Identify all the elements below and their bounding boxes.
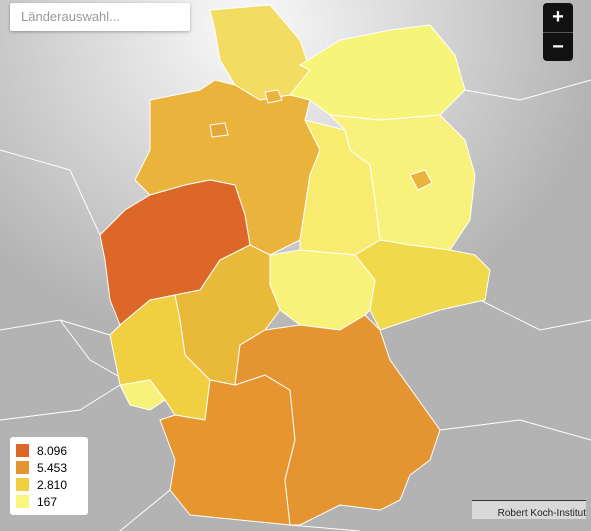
legend-item: 2.810 xyxy=(16,476,82,493)
legend-swatch xyxy=(16,495,29,508)
zoom-in[interactable]: + xyxy=(543,3,573,33)
legend-swatch xyxy=(16,461,29,474)
legend-swatch xyxy=(16,444,29,457)
attribution: Robert Koch-Institut xyxy=(472,500,586,519)
legend-item: 8.096 xyxy=(16,442,82,459)
zoom-out[interactable]: − xyxy=(552,36,564,58)
legend-item: 5.453 xyxy=(16,459,82,476)
legend-label: 8.096 xyxy=(37,443,68,458)
search-input[interactable]: Länderauswahl... xyxy=(10,3,190,31)
legend-label: 167 xyxy=(37,494,58,509)
legend-label: 5.453 xyxy=(37,460,68,475)
legend-label: 2.810 xyxy=(37,477,68,492)
legend-swatch xyxy=(16,478,29,491)
legend-item: 167 xyxy=(16,493,82,510)
neighbor-borders xyxy=(0,79,591,531)
zoom-control: + − xyxy=(543,3,573,61)
states xyxy=(99,4,491,526)
legend: 8.096 5.453 2.810 167 xyxy=(10,437,88,515)
